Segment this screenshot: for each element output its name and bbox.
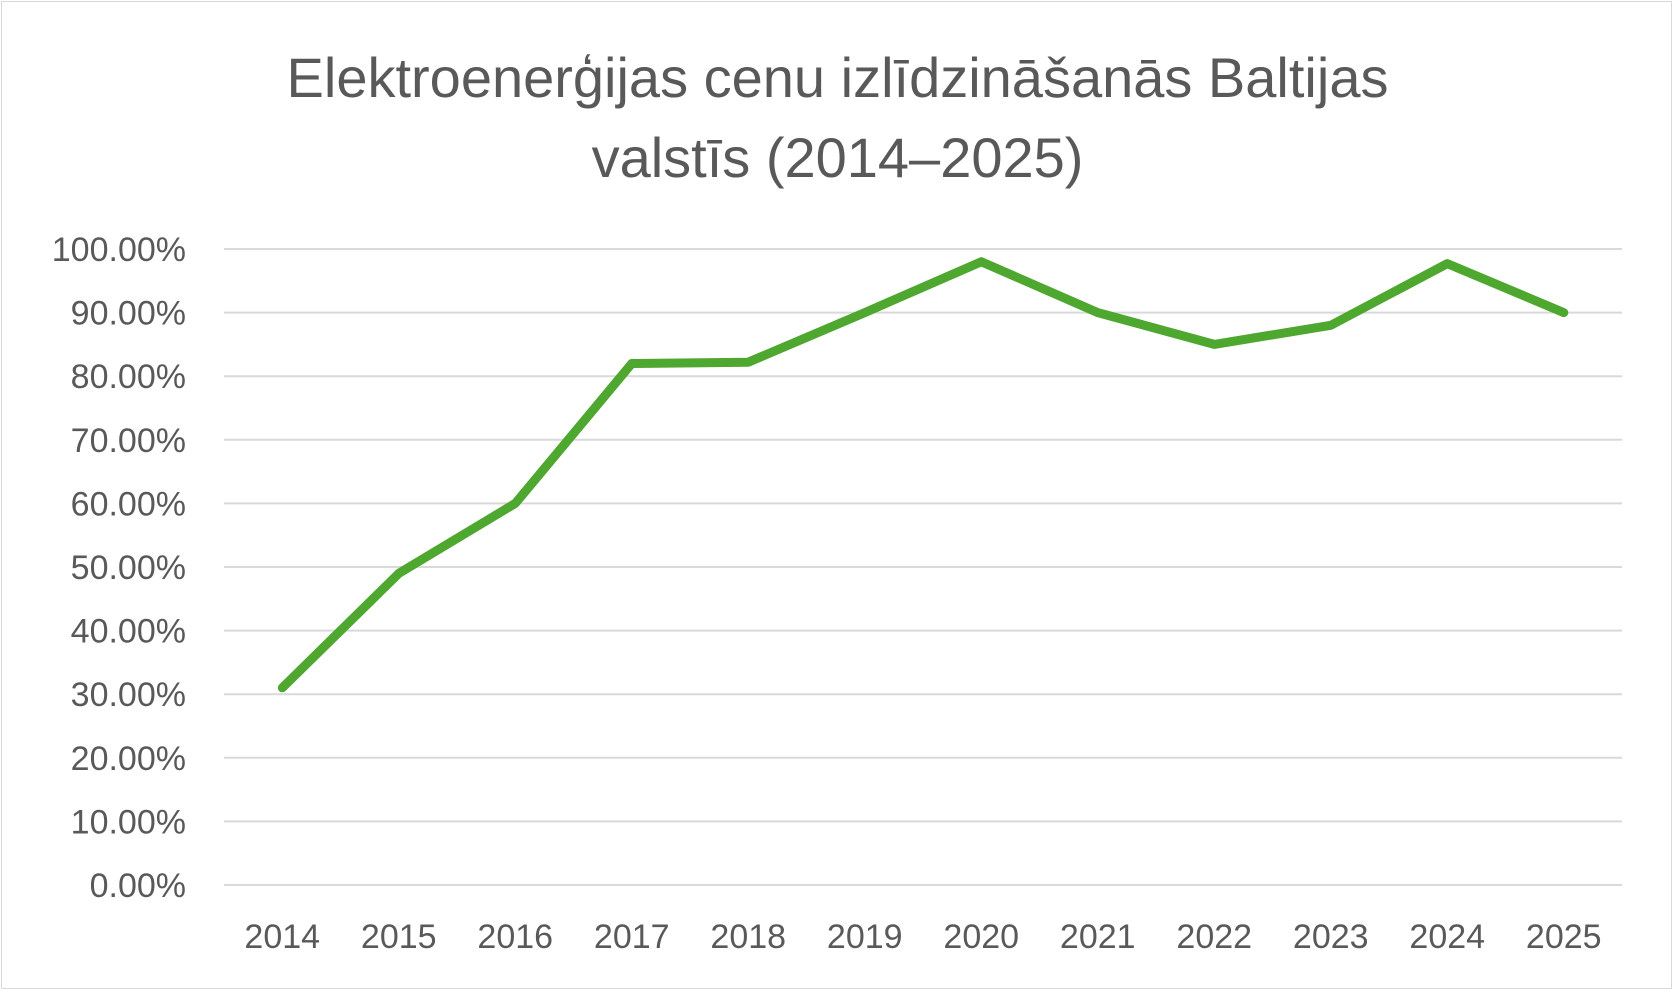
x-tick-label: 2020 — [943, 918, 1019, 956]
y-tick-label: 50.00% — [71, 549, 186, 587]
x-tick-label: 2024 — [1409, 918, 1485, 956]
x-tick-label: 2015 — [361, 918, 437, 956]
x-tick-label: 2017 — [594, 918, 670, 956]
x-tick-label: 2018 — [710, 918, 786, 956]
x-tick-label: 2023 — [1293, 918, 1369, 956]
y-tick-label: 0.00% — [90, 867, 186, 905]
x-tick-label: 2022 — [1176, 918, 1252, 956]
series-line — [277, 257, 1569, 693]
y-tick-label: 100.00% — [52, 231, 186, 269]
y-tick-label: 90.00% — [71, 295, 186, 333]
x-tick-label: 2014 — [244, 918, 320, 956]
y-axis-tick-labels: 0.00% 10.00% 20.00% 30.00% 40.00% 50.00% 60.00… — [52, 231, 186, 905]
gridlines — [224, 248, 1622, 886]
x-tick-label: 2019 — [827, 918, 903, 956]
x-tick-label: 2021 — [1060, 918, 1136, 956]
y-tick-label: 20.00% — [71, 740, 186, 778]
y-tick-label: 10.00% — [71, 803, 186, 841]
y-tick-label: 40.00% — [71, 613, 186, 651]
y-tick-label: 60.00% — [71, 485, 186, 523]
y-tick-label: 30.00% — [71, 676, 186, 714]
x-tick-label: 2025 — [1526, 918, 1602, 956]
y-tick-label: 70.00% — [71, 422, 186, 460]
series-layer — [277, 257, 1569, 693]
y-tick-label: 80.00% — [71, 358, 186, 396]
x-axis-tick-labels: 2014 2015 2016 2017 2018 2019 2020 2021 2022 2023… — [244, 918, 1601, 956]
chart-title: Elektroenerģijas cenu izlīdzināšanās Bal… — [286, 46, 1389, 189]
x-tick-label: 2016 — [477, 918, 553, 956]
